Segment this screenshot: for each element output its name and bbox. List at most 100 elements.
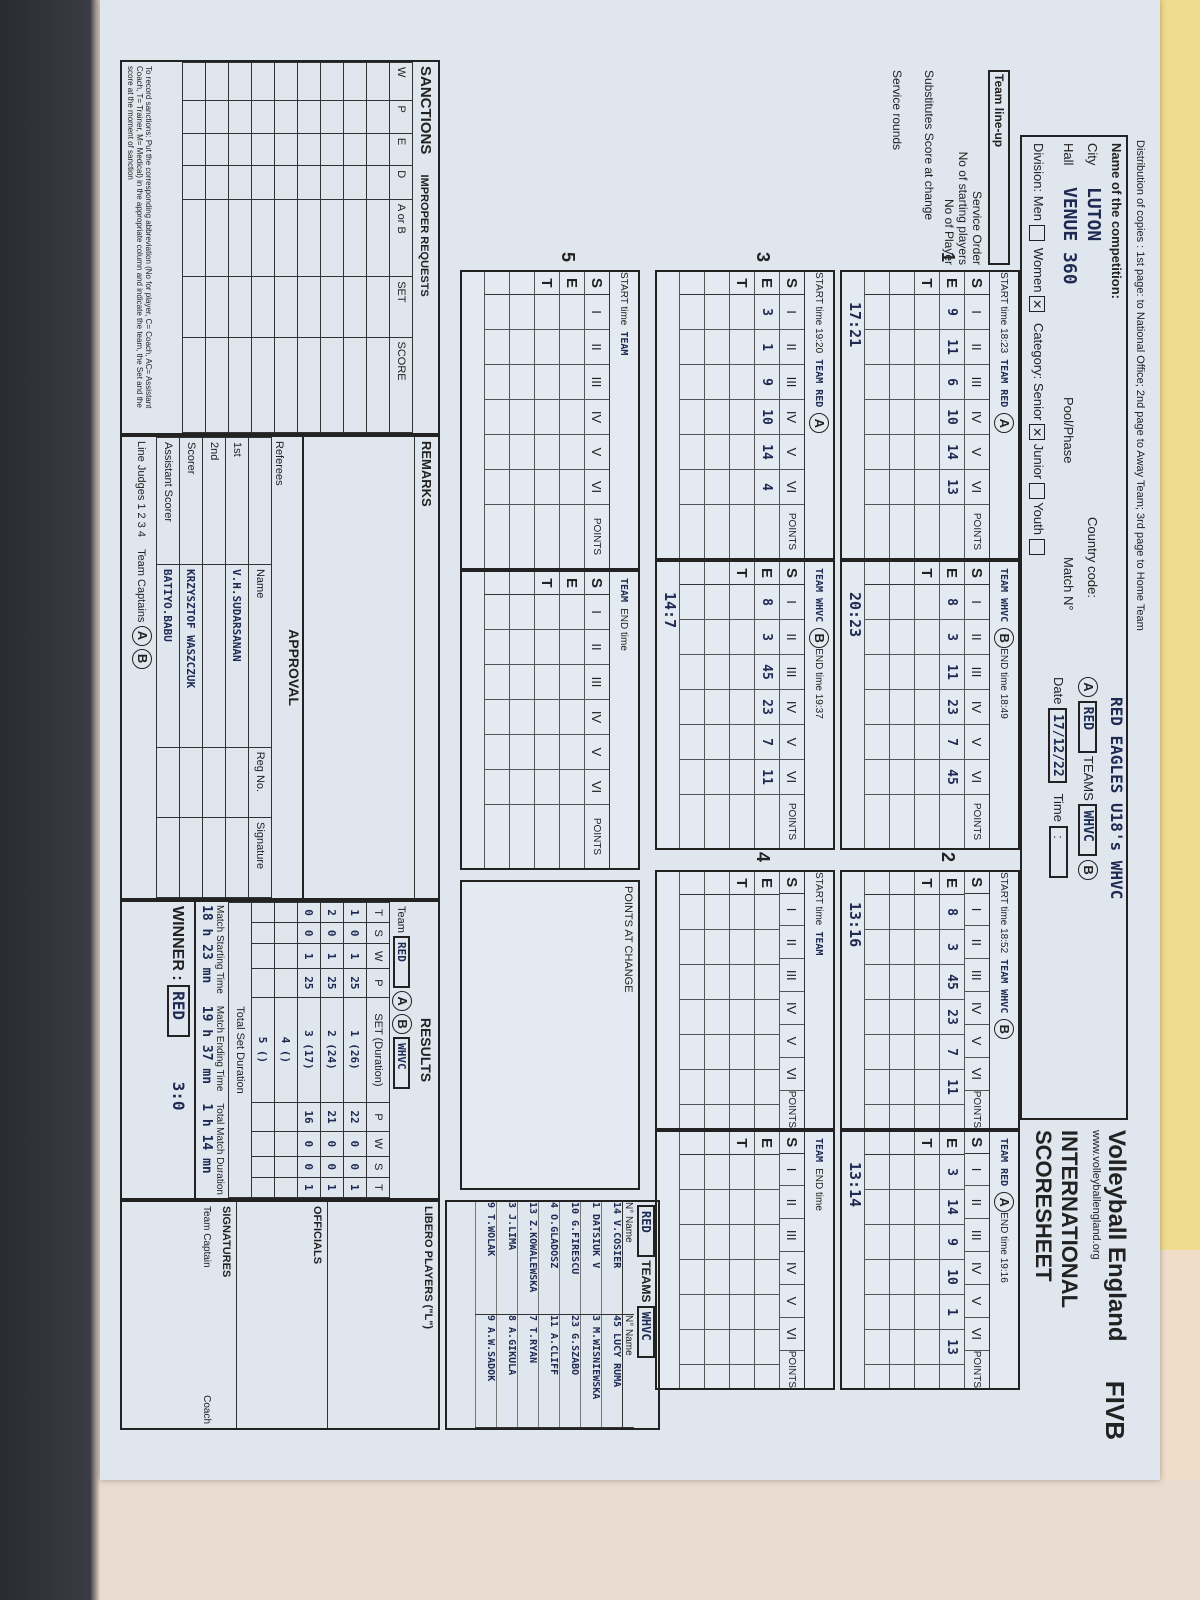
position-cell[interactable]: [865, 965, 889, 1000]
player-number[interactable]: [560, 665, 584, 700]
sanction-cell[interactable]: [343, 100, 367, 134]
position-cell[interactable]: [705, 930, 729, 965]
player-number[interactable]: [560, 365, 584, 400]
senior-checkbox[interactable]: ✕: [1029, 424, 1046, 441]
position-cell[interactable]: [680, 1295, 704, 1330]
position-cell[interactable]: [705, 330, 729, 365]
position-cell[interactable]: [915, 1000, 939, 1035]
player-number[interactable]: [755, 1225, 779, 1260]
position-cell[interactable]: [890, 1260, 914, 1295]
position-cell[interactable]: [730, 620, 754, 655]
sanction-cell[interactable]: [182, 165, 206, 200]
position-cell[interactable]: [915, 365, 939, 400]
sanction-cell[interactable]: [274, 276, 298, 337]
player-number[interactable]: 9: [940, 1225, 964, 1260]
position-cell[interactable]: [680, 930, 704, 965]
position-cell[interactable]: [915, 760, 939, 795]
player-number[interactable]: 10: [940, 1260, 964, 1295]
player-number[interactable]: 23: [940, 690, 964, 725]
sanction-cell[interactable]: [343, 199, 367, 277]
position-cell[interactable]: [915, 895, 939, 930]
position-cell[interactable]: [705, 1035, 729, 1070]
position-cell[interactable]: [915, 965, 939, 1000]
sanction-cell[interactable]: [251, 276, 275, 337]
player-number[interactable]: [560, 595, 584, 630]
position-cell[interactable]: [865, 585, 889, 620]
position-cell[interactable]: [890, 1295, 914, 1330]
position-cell[interactable]: [865, 1190, 889, 1225]
sanction-cell[interactable]: [366, 100, 390, 134]
position-cell[interactable]: [705, 365, 729, 400]
position-cell[interactable]: [865, 1000, 889, 1035]
player-number[interactable]: [755, 1330, 779, 1365]
position-cell[interactable]: [730, 725, 754, 760]
position-cell[interactable]: [865, 655, 889, 690]
position-cell[interactable]: [890, 365, 914, 400]
player-number[interactable]: [755, 1070, 779, 1105]
position-cell[interactable]: [705, 1295, 729, 1330]
player-number[interactable]: 11: [755, 760, 779, 795]
position-cell[interactable]: [705, 1260, 729, 1295]
position-cell[interactable]: [915, 330, 939, 365]
player-number[interactable]: 14: [755, 435, 779, 470]
sanction-cell[interactable]: [320, 276, 344, 337]
position-cell[interactable]: [915, 1330, 939, 1365]
position-cell[interactable]: [915, 690, 939, 725]
position-cell[interactable]: [865, 295, 889, 330]
sanction-cell[interactable]: [205, 133, 229, 166]
position-cell[interactable]: [485, 400, 509, 435]
player-number[interactable]: [560, 295, 584, 330]
player-number[interactable]: [755, 1260, 779, 1295]
position-cell[interactable]: [890, 1225, 914, 1260]
player-number[interactable]: 7: [940, 1035, 964, 1070]
position-cell[interactable]: [890, 1155, 914, 1190]
position-cell[interactable]: [535, 295, 559, 330]
position-cell[interactable]: [915, 655, 939, 690]
position-cell[interactable]: [730, 1070, 754, 1105]
position-cell[interactable]: [705, 690, 729, 725]
player-number[interactable]: 1: [755, 330, 779, 365]
position-cell[interactable]: [680, 1260, 704, 1295]
sanction-cell[interactable]: [297, 165, 321, 200]
position-cell[interactable]: [510, 595, 534, 630]
position-cell[interactable]: [510, 735, 534, 770]
position-cell[interactable]: [680, 620, 704, 655]
sanction-cell[interactable]: [228, 276, 252, 337]
position-cell[interactable]: [510, 665, 534, 700]
position-cell[interactable]: [890, 655, 914, 690]
position-cell[interactable]: [535, 770, 559, 805]
position-cell[interactable]: [890, 400, 914, 435]
position-cell[interactable]: [915, 400, 939, 435]
sanction-cell[interactable]: [228, 62, 252, 101]
player-number[interactable]: [560, 630, 584, 665]
position-cell[interactable]: [485, 665, 509, 700]
position-cell[interactable]: [705, 725, 729, 760]
position-cell[interactable]: [730, 400, 754, 435]
youth-checkbox[interactable]: [1029, 538, 1046, 555]
player-number[interactable]: 6: [940, 365, 964, 400]
player-number[interactable]: 23: [940, 1000, 964, 1035]
sanction-cell[interactable]: [366, 133, 390, 166]
position-cell[interactable]: [890, 725, 914, 760]
position-cell[interactable]: [680, 400, 704, 435]
sanction-cell[interactable]: [366, 199, 390, 277]
position-cell[interactable]: [705, 965, 729, 1000]
sanction-cell[interactable]: [251, 133, 275, 166]
position-cell[interactable]: [730, 930, 754, 965]
player-number[interactable]: [560, 735, 584, 770]
position-cell[interactable]: [680, 725, 704, 760]
position-cell[interactable]: [890, 295, 914, 330]
position-cell[interactable]: [705, 585, 729, 620]
player-number[interactable]: 10: [755, 400, 779, 435]
position-cell[interactable]: [510, 365, 534, 400]
position-cell[interactable]: [535, 665, 559, 700]
position-cell[interactable]: [730, 585, 754, 620]
position-cell[interactable]: [510, 700, 534, 735]
position-cell[interactable]: [890, 1190, 914, 1225]
player-number[interactable]: 7: [755, 725, 779, 760]
position-cell[interactable]: [865, 330, 889, 365]
sanction-cell[interactable]: [182, 337, 206, 433]
position-cell[interactable]: [680, 1225, 704, 1260]
men-checkbox[interactable]: [1029, 224, 1046, 241]
position-cell[interactable]: [535, 630, 559, 665]
